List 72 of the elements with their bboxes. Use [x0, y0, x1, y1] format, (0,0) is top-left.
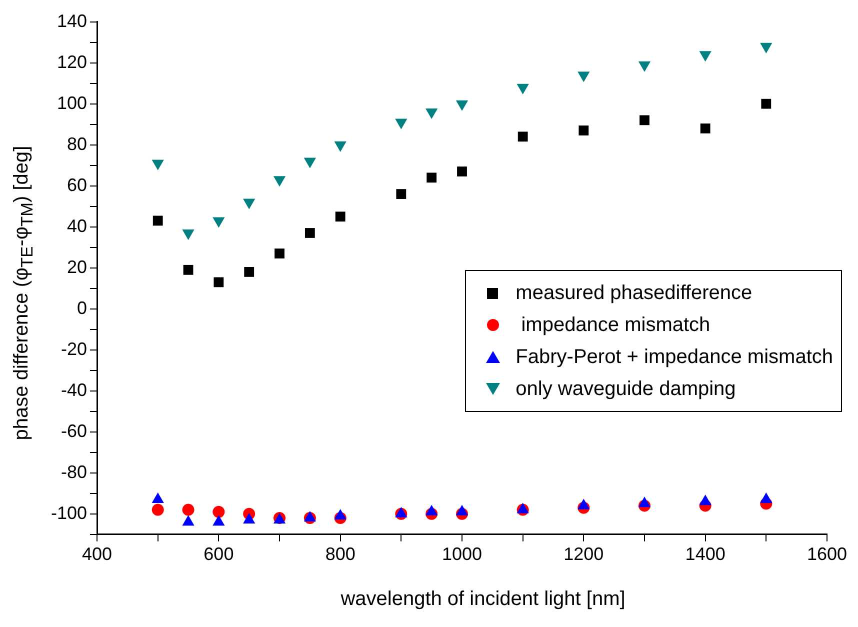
point: [152, 216, 163, 226]
point: [182, 504, 194, 516]
point: [760, 42, 772, 54]
point: [456, 100, 468, 111]
point: [761, 98, 772, 109]
point: [183, 264, 194, 275]
point: [396, 189, 406, 199]
point: [638, 61, 651, 72]
point: [638, 496, 651, 508]
y-tick-label: 120: [56, 52, 88, 72]
y-tick-label: -100: [50, 502, 88, 523]
point: [518, 132, 528, 142]
point: [273, 176, 286, 187]
point: [699, 494, 712, 506]
legend-label: measured phasedifference: [516, 282, 752, 304]
x-tick-label: 1600: [806, 544, 847, 564]
y-tick-label: 100: [56, 92, 88, 113]
point: [578, 126, 589, 136]
point: [578, 498, 590, 510]
point: [395, 506, 408, 518]
point: [640, 115, 650, 126]
point: [182, 515, 194, 526]
point: [335, 212, 346, 222]
x-tick-label: 1200: [564, 544, 604, 564]
x-tick-label: 600: [204, 544, 234, 564]
y-tick-label: 0: [77, 298, 88, 318]
point: [304, 510, 316, 522]
point: [243, 513, 256, 524]
x-tick-label: 800: [325, 544, 356, 564]
x-tick-label: 1000: [442, 544, 482, 564]
y-tick-label: 80: [66, 134, 88, 154]
legend-label: only waveguide damping: [516, 378, 736, 400]
point: [578, 72, 590, 82]
point: [152, 504, 164, 516]
y-tick-label: -20: [61, 338, 88, 359]
x-tick-label: 1400: [685, 544, 726, 564]
point: [334, 508, 346, 520]
y-tick-label: -40: [61, 380, 88, 400]
point: [395, 118, 408, 130]
point: [214, 277, 224, 288]
point: [456, 504, 468, 516]
legend-label: impedance mismatch: [520, 314, 710, 336]
y-tick-label: 140: [56, 10, 88, 31]
point: [699, 51, 712, 62]
y-tick-label: 20: [66, 256, 88, 277]
y-tick-label: 40: [66, 216, 88, 236]
point: [760, 492, 772, 504]
point: [212, 515, 225, 526]
x-tick-label: 400: [82, 544, 112, 564]
point: [426, 504, 438, 516]
point: [700, 123, 710, 134]
point: [457, 166, 467, 176]
point: [304, 158, 316, 168]
point: [304, 228, 315, 238]
point: [182, 229, 194, 240]
point: [426, 172, 437, 183]
y-tick-label: -80: [61, 462, 88, 482]
point: [334, 141, 346, 152]
point: [152, 492, 164, 504]
point: [244, 267, 254, 277]
point: [274, 248, 284, 258]
y-tick-label: 60: [66, 174, 88, 195]
point: [152, 160, 164, 170]
x-axis-title: wavelength of incident light [nm]: [340, 588, 626, 611]
legend-label: Fabry-Perot + impedance mismatch: [516, 346, 833, 368]
point: [516, 84, 529, 94]
point: [212, 506, 225, 518]
point: [212, 217, 225, 228]
point: [516, 502, 529, 514]
y-tick-label: -60: [61, 420, 88, 441]
point: [243, 198, 256, 210]
point: [426, 108, 438, 120]
